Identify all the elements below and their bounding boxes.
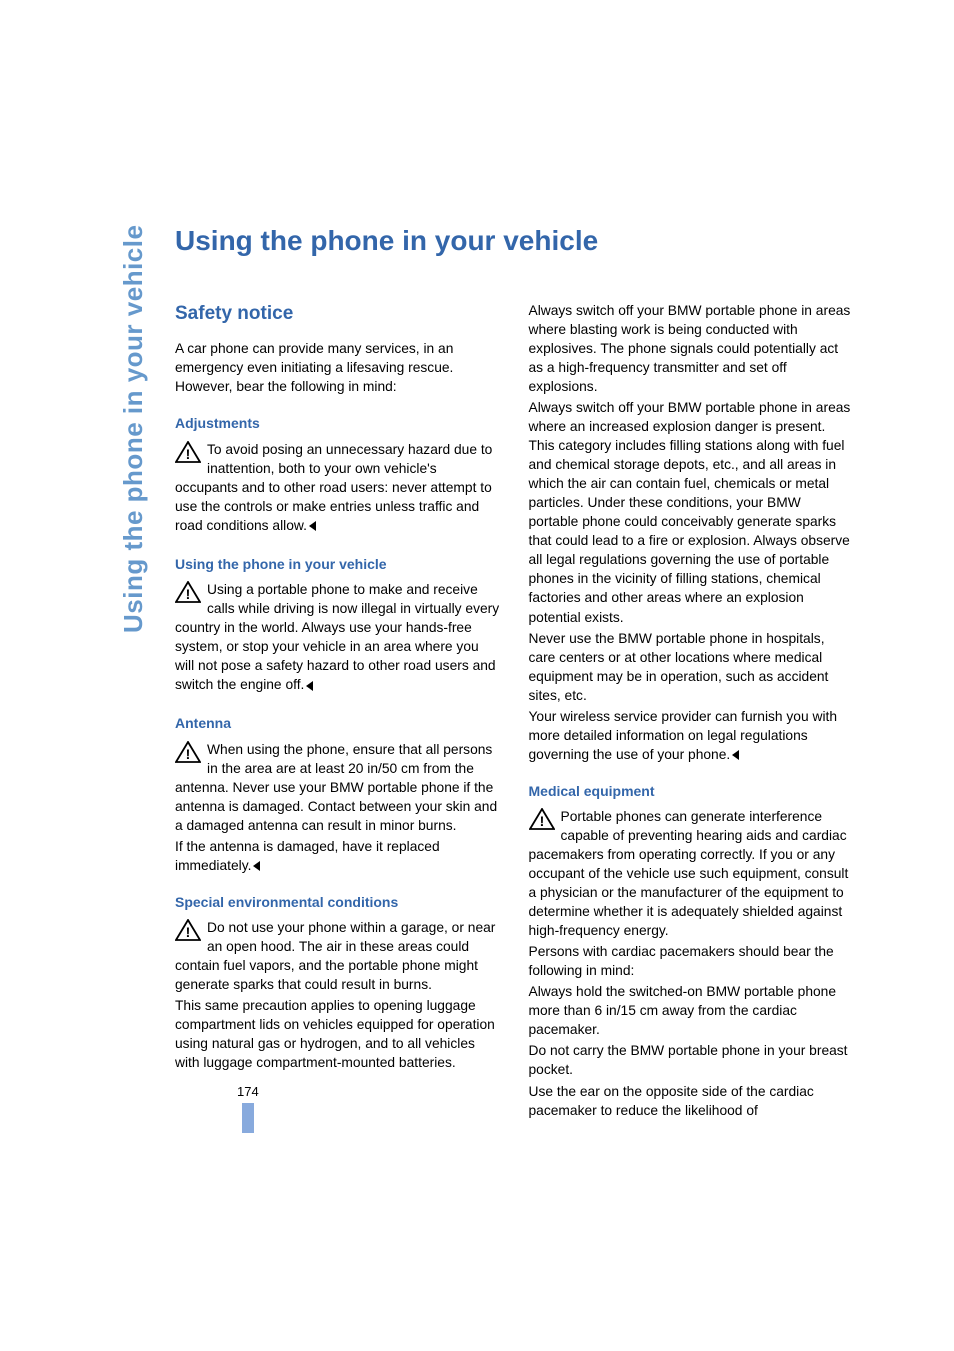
page-number: 174 xyxy=(237,1084,259,1099)
special-env-text: ! Do not use your phone within a garage,… xyxy=(175,918,501,994)
antenna-text: ! When using the phone, ensure that all … xyxy=(175,740,501,835)
end-mark-icon xyxy=(306,681,313,691)
using-phone-heading: Using the phone in your vehicle xyxy=(175,555,501,574)
medical-body1: Portable phones can generate interferenc… xyxy=(529,809,849,938)
env-cont4: Your wireless service provider can furni… xyxy=(529,709,838,762)
adjustments-text: ! To avoid posing an unnecessary hazard … xyxy=(175,440,501,535)
left-column: Safety notice A car phone can provide ma… xyxy=(175,301,501,1122)
page-number-block: 174 xyxy=(237,1084,259,1133)
special-env-heading: Special environmental conditions xyxy=(175,893,501,912)
adjustments-body: To avoid posing an unnecessary hazard du… xyxy=(175,442,492,533)
medical-heading: Medical equipment xyxy=(529,782,855,801)
svg-text:!: ! xyxy=(186,924,191,940)
medical-body5: Use the ear on the opposite side of the … xyxy=(529,1082,855,1120)
svg-text:!: ! xyxy=(186,586,191,602)
page-marker-icon xyxy=(242,1103,254,1133)
env-cont2: Always switch off your BMW portable phon… xyxy=(529,398,855,626)
safety-notice-heading: Safety notice xyxy=(175,301,501,327)
antenna-body2: If the antenna is damaged, have it repla… xyxy=(175,839,440,873)
medical-text: ! Portable phones can generate interfere… xyxy=(529,807,855,940)
antenna-body1: When using the phone, ensure that all pe… xyxy=(175,742,497,833)
warning-icon: ! xyxy=(175,919,201,941)
medical-body3: Always hold the switched-on BMW portable… xyxy=(529,982,855,1039)
content-columns: Safety notice A car phone can provide ma… xyxy=(175,301,854,1122)
warning-icon: ! xyxy=(175,741,201,763)
manual-page: Using the phone in your vehicle Using th… xyxy=(0,0,954,1351)
svg-text:!: ! xyxy=(186,446,191,462)
env-cont3: Never use the BMW portable phone in hosp… xyxy=(529,629,855,705)
special-env-text2: This same precaution applies to opening … xyxy=(175,996,501,1072)
antenna-heading: Antenna xyxy=(175,714,501,733)
end-mark-icon xyxy=(309,521,316,531)
medical-body2: Persons with cardiac pacemakers should b… xyxy=(529,942,855,980)
special-env-body1: Do not use your phone within a garage, o… xyxy=(175,920,495,992)
adjustments-heading: Adjustments xyxy=(175,414,501,433)
env-cont1: Always switch off your BMW portable phon… xyxy=(529,301,855,396)
using-phone-text: ! Using a portable phone to make and rec… xyxy=(175,580,501,694)
warning-icon: ! xyxy=(175,441,201,463)
env-cont4-wrap: Your wireless service provider can furni… xyxy=(529,707,855,764)
page-title: Using the phone in your vehicle xyxy=(175,225,854,257)
right-column: Always switch off your BMW portable phon… xyxy=(529,301,855,1122)
medical-body4: Do not carry the BMW portable phone in y… xyxy=(529,1041,855,1079)
svg-text:!: ! xyxy=(186,746,191,762)
side-tab-label: Using the phone in your vehicle xyxy=(118,225,149,633)
warning-icon: ! xyxy=(175,581,201,603)
svg-text:!: ! xyxy=(539,813,544,829)
end-mark-icon xyxy=(253,861,260,871)
using-phone-body: Using a portable phone to make and recei… xyxy=(175,582,499,692)
warning-icon: ! xyxy=(529,808,555,830)
end-mark-icon xyxy=(732,750,739,760)
antenna-text2: If the antenna is damaged, have it repla… xyxy=(175,837,501,875)
intro-text: A car phone can provide many services, i… xyxy=(175,339,501,396)
